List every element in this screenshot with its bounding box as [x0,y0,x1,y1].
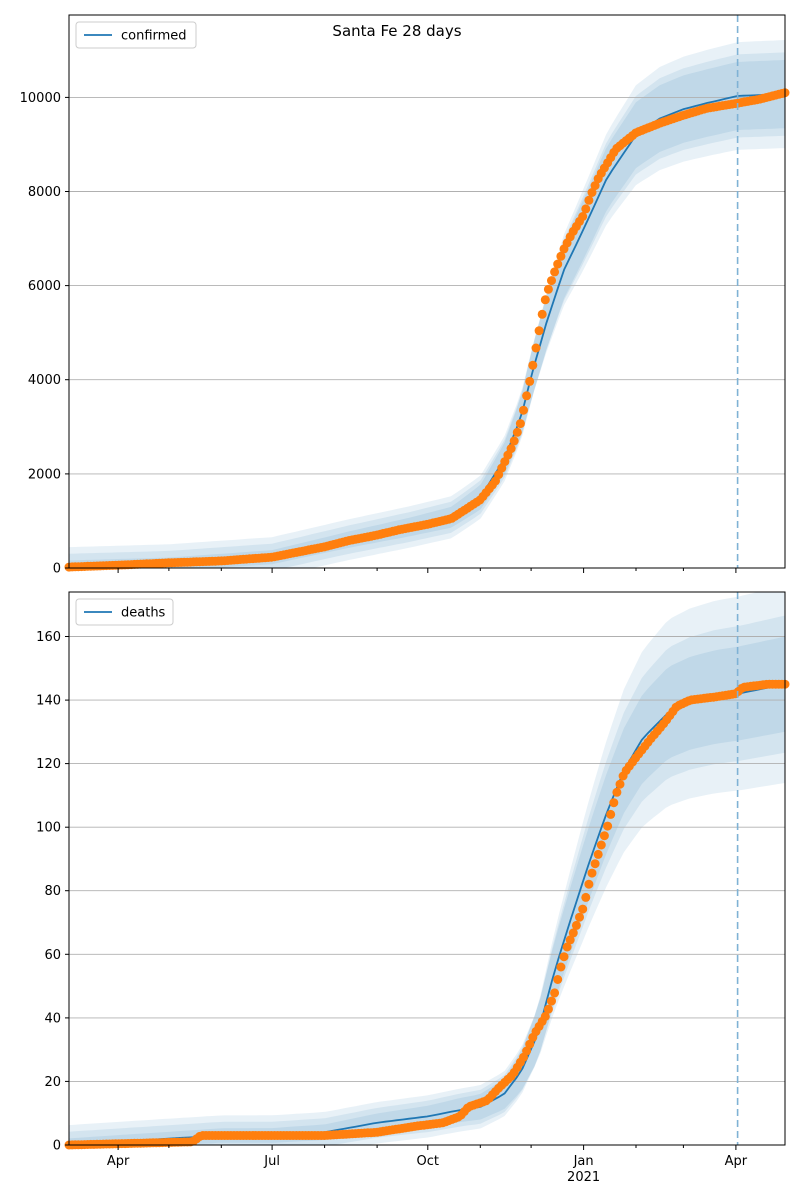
legend-label-deaths: deaths [121,606,166,621]
confirmed-observed-point [537,309,547,319]
confirmed-observed-point [531,343,541,353]
legend-label-confirmed: confirmed [121,29,187,44]
deaths-observed-point [596,840,606,850]
confirmed-ytick-label: 10000 [20,91,61,106]
deaths-ytick-label: 60 [44,948,61,963]
confirmed-ytick-label: 0 [53,562,61,577]
deaths-ytick-label: 20 [44,1075,61,1090]
confirmed-observed-point [522,391,532,401]
confirmed-observed-point [534,326,544,336]
deaths-observed-point [540,1011,550,1021]
confirmed-observed-point [550,267,560,277]
confirmed-observed-points [64,88,790,572]
deaths-observed-point [543,1004,553,1014]
legend-box [75,598,174,626]
confirmed-observed-point [553,259,563,269]
deaths-observed-point [584,879,594,889]
xtick-label: Jan [573,1154,594,1169]
confirmed-observed-point [543,284,553,294]
xtick-label: Apr [107,1154,130,1169]
deaths-observed-point [553,975,563,984]
confirmed-observed-point [509,436,519,446]
confirmed-observed-point [581,204,591,214]
confirmed-observed-point [515,419,525,429]
deaths-observed-point [581,892,591,902]
deaths-ytick-label: 120 [36,757,61,772]
confirmed-ytick-label: 8000 [28,185,61,200]
deaths-observed-point [562,942,572,952]
deaths-gridlines [69,636,785,1146]
legend-box [75,21,197,49]
confirmed-axes-frame [68,14,786,569]
confirmed-axes [68,14,786,569]
deaths-observed-point [575,912,584,922]
deaths-band-0 [69,592,785,1145]
confirmed-observed-point [512,427,522,437]
confirmed-observed-point [590,181,600,191]
deaths-observed-point [556,962,566,972]
deaths-observed-point [590,859,600,869]
deaths-observed-point [571,920,581,930]
deaths-observed-point [609,798,619,808]
confirmed-band-2 [69,59,785,569]
deaths-ytick-label: 160 [36,630,61,645]
deaths-observed-point [615,779,625,789]
confirmed-legend: confirmed [75,21,197,49]
deaths-observed-point [593,849,603,859]
confirmed-observed-point [556,251,566,261]
deaths-observed-point [587,868,597,878]
confirmed-ticks: 0 2000 4000 6000 8000 10000 [20,91,737,577]
confirmed-ytick-label: 6000 [28,279,61,294]
deaths-ytick-label: 0 [53,1139,61,1154]
deaths-ytick-label: 140 [36,694,61,709]
deaths-observed-point [547,996,556,1006]
deaths-observed-point [522,1046,532,1056]
confirmed-observed-point [506,444,516,454]
xtick-year-label: 2021 [567,1170,600,1185]
confirmed-observed-point [587,188,597,197]
deaths-observed-points [64,679,790,1150]
confirmed-observed-point [547,276,556,286]
confirmed-observed-point [525,376,535,386]
deaths-observed-point [559,952,569,962]
deaths-ytick-label: 80 [44,884,61,899]
deaths-axes-frame [68,591,786,1146]
deaths-uncertainty-bands [69,592,785,1145]
deaths-observed-point [603,821,613,831]
deaths-observed-point [599,831,609,841]
confirmed-ytick-label: 2000 [28,467,61,482]
deaths-ytick-label: 40 [44,1011,61,1026]
deaths-band-1 [69,615,785,1145]
deaths-band-2 [69,636,785,1145]
xtick-label: Oct [417,1154,439,1169]
confirmed-observed-point [540,295,550,305]
deaths-axes [68,591,786,1146]
confirmed-observed-point [528,360,538,370]
deaths-observed-point [550,988,560,998]
deaths-observed-point [568,928,578,938]
xtick-label: Jul [263,1154,280,1169]
deaths-observed-point [606,809,616,819]
deaths-legend: deaths [75,598,174,626]
confirmed-observed-point [578,212,588,221]
confirmed-ytick-label: 4000 [28,373,61,388]
confirmed-observed-point [519,405,528,415]
xtick-label: Apr [725,1154,748,1169]
chart-title: Santa Fe 28 days [332,22,461,40]
confirmed-observed-point [584,195,594,205]
deaths-observed-point [612,787,622,797]
deaths-observed-point [525,1039,535,1049]
deaths-observed-point [578,904,588,914]
deaths-ytick-label: 100 [36,821,61,836]
deaths-observed-point [565,935,575,945]
